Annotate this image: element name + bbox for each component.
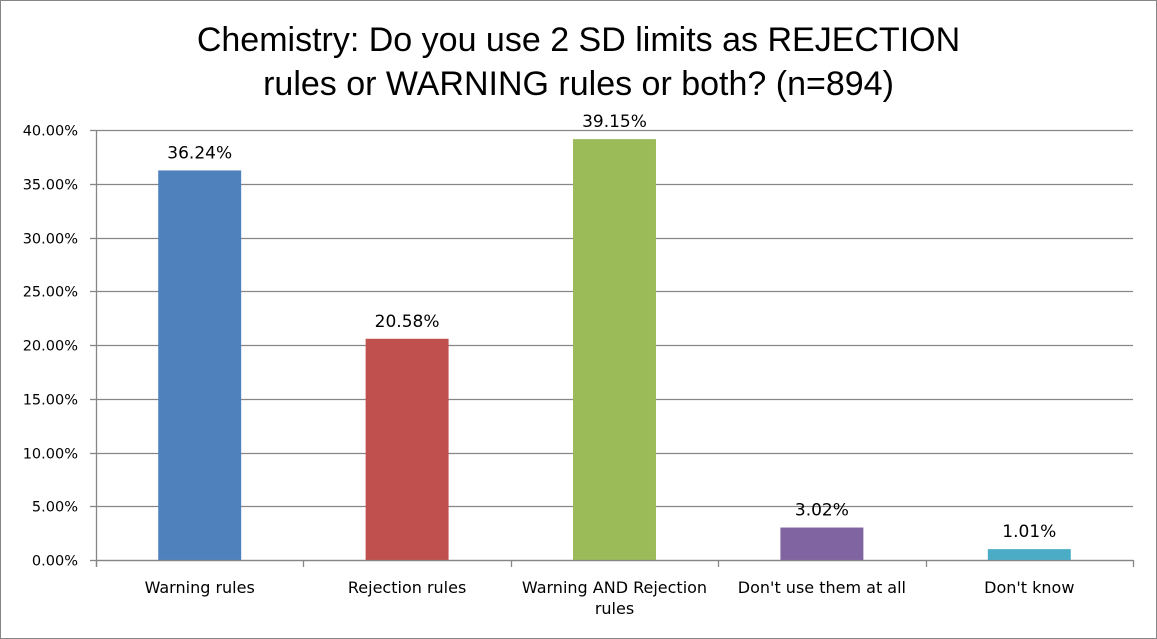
y-tick-label: 25.00% (23, 285, 78, 301)
bar-2 (365, 338, 449, 560)
bar-5 (987, 549, 1071, 560)
y-tick-label: 20.00% (23, 339, 78, 355)
y-tick-label: 10.00% (23, 447, 78, 463)
data-label: 3.02% (795, 501, 849, 521)
y-tick-label: 0.00% (32, 554, 78, 570)
data-label: 20.58% (375, 312, 440, 332)
chart-title: Chemistry: Do you use 2 SD limits as REJ… (0, 18, 1157, 106)
y-tick-label: 40.00% (23, 124, 78, 140)
data-label: 1.01% (1002, 522, 1056, 542)
bar-1 (158, 170, 242, 561)
x-category-label: Warning rules (145, 578, 255, 597)
y-tick-label: 15.00% (23, 393, 78, 409)
x-category-label: Don't use them at all (738, 578, 906, 597)
bar-3 (573, 139, 656, 560)
x-category-label: Warning AND Rejection (522, 578, 707, 597)
data-label: 36.24% (167, 143, 232, 163)
x-category-label: rules (595, 599, 634, 618)
x-category-label: Rejection rules (348, 578, 466, 597)
y-tick-label: 35.00% (23, 178, 78, 194)
y-tick-label: 30.00% (23, 232, 78, 248)
x-category-label: Don't know (984, 578, 1074, 597)
data-label: 39.15% (582, 112, 647, 132)
chart-title-line-2: rules or WARNING rules or both? (n=894) (263, 65, 894, 103)
chart-title-line-1: Chemistry: Do you use 2 SD limits as REJ… (196, 21, 961, 59)
bar-4 (780, 527, 864, 560)
y-tick-label: 5.00% (32, 500, 78, 516)
